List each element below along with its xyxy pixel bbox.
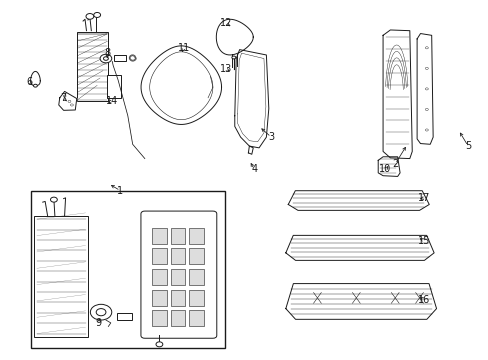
Text: 3: 3 — [267, 132, 274, 142]
Polygon shape — [377, 157, 399, 176]
Bar — [189, 269, 203, 285]
Circle shape — [425, 67, 427, 69]
Circle shape — [231, 56, 235, 59]
Bar — [170, 228, 185, 244]
Bar — [152, 290, 166, 306]
Bar — [152, 269, 166, 285]
Polygon shape — [248, 146, 253, 154]
Bar — [34, 216, 88, 337]
Bar — [170, 290, 185, 306]
Bar — [152, 228, 166, 244]
Text: 4: 4 — [251, 164, 257, 174]
Bar — [30, 191, 224, 348]
Circle shape — [70, 104, 73, 106]
Bar — [117, 313, 131, 320]
Text: 9: 9 — [95, 318, 102, 328]
Polygon shape — [234, 50, 268, 148]
Text: 11: 11 — [177, 43, 189, 53]
Bar — [189, 248, 203, 264]
Circle shape — [94, 13, 101, 18]
Text: 16: 16 — [417, 295, 429, 305]
Polygon shape — [141, 46, 221, 125]
FancyBboxPatch shape — [141, 211, 216, 338]
Circle shape — [156, 342, 163, 347]
Circle shape — [63, 95, 66, 97]
Text: 2: 2 — [391, 159, 398, 169]
Bar — [152, 310, 166, 327]
Bar — [107, 75, 121, 98]
Text: 15: 15 — [417, 236, 430, 246]
Circle shape — [96, 309, 106, 316]
Bar — [189, 310, 203, 327]
Bar — [114, 55, 126, 62]
Bar — [170, 248, 185, 264]
Text: 8: 8 — [104, 48, 110, 58]
Circle shape — [100, 54, 112, 63]
Text: 7: 7 — [60, 93, 66, 103]
Text: 13: 13 — [220, 64, 232, 74]
Text: 1: 1 — [117, 186, 123, 196]
Bar — [152, 248, 166, 264]
Text: 17: 17 — [417, 193, 430, 203]
Bar — [170, 310, 185, 327]
Circle shape — [90, 304, 112, 320]
Circle shape — [86, 14, 94, 19]
Text: 14: 14 — [106, 96, 118, 107]
Polygon shape — [59, 91, 77, 111]
Bar — [170, 269, 185, 285]
Circle shape — [425, 129, 427, 131]
Polygon shape — [285, 284, 436, 319]
Polygon shape — [31, 71, 40, 86]
Circle shape — [50, 197, 57, 202]
Text: 12: 12 — [220, 18, 232, 28]
Circle shape — [103, 57, 108, 60]
Text: 6: 6 — [26, 77, 32, 87]
Polygon shape — [287, 191, 428, 210]
Bar — [189, 290, 203, 306]
Bar — [189, 228, 203, 244]
Circle shape — [425, 47, 427, 49]
Text: 5: 5 — [464, 141, 470, 151]
Circle shape — [425, 108, 427, 111]
Circle shape — [33, 84, 37, 87]
Polygon shape — [216, 19, 253, 55]
Circle shape — [425, 88, 427, 90]
Polygon shape — [416, 33, 432, 144]
Polygon shape — [382, 30, 411, 158]
Polygon shape — [285, 235, 433, 260]
Circle shape — [68, 100, 71, 103]
Text: 10: 10 — [379, 164, 391, 174]
Bar — [77, 32, 108, 102]
